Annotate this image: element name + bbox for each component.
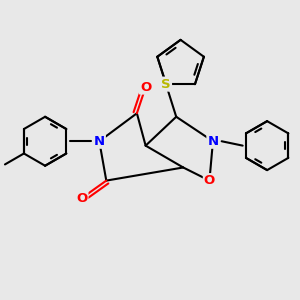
Text: S: S — [161, 78, 171, 91]
Text: N: N — [94, 135, 105, 148]
Text: O: O — [204, 174, 215, 187]
Text: N: N — [207, 135, 218, 148]
Text: O: O — [140, 81, 151, 94]
Text: O: O — [76, 192, 87, 205]
